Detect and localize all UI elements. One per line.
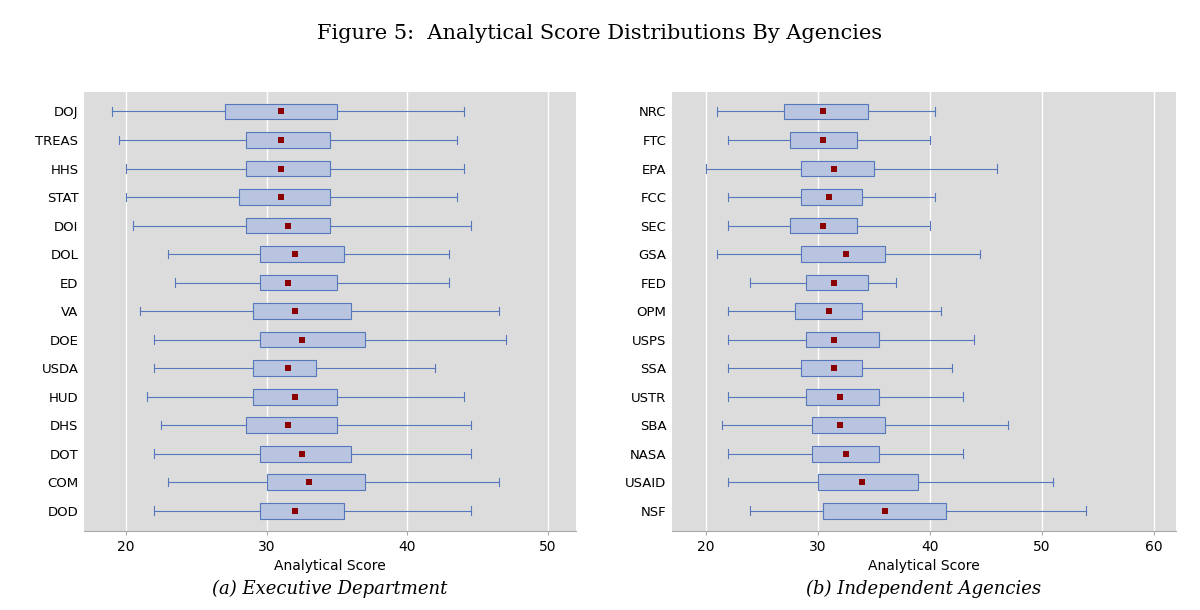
Bar	[790, 218, 857, 234]
Bar	[800, 361, 863, 376]
Bar	[259, 246, 344, 262]
Bar	[784, 104, 868, 120]
Text: Figure 5:  Analytical Score Distributions By Agencies: Figure 5: Analytical Score Distributions…	[318, 24, 882, 43]
Bar	[812, 417, 884, 433]
Bar	[253, 303, 352, 319]
Bar	[259, 332, 365, 348]
Bar	[239, 189, 330, 205]
X-axis label: Analytical Score: Analytical Score	[274, 559, 386, 573]
Bar	[800, 246, 884, 262]
Bar	[246, 218, 330, 234]
Bar	[259, 446, 352, 462]
Text: (b) Independent Agencies: (b) Independent Agencies	[806, 580, 1042, 598]
Bar	[253, 361, 316, 376]
Bar	[246, 132, 330, 148]
Bar	[259, 503, 344, 518]
Bar	[800, 189, 863, 205]
Bar	[806, 274, 868, 290]
Bar	[806, 389, 880, 404]
Bar	[796, 303, 863, 319]
Bar	[246, 417, 337, 433]
Bar	[224, 104, 337, 120]
Text: (a) Executive Department: (a) Executive Department	[212, 580, 448, 598]
Bar	[253, 389, 337, 404]
Bar	[817, 475, 918, 490]
X-axis label: Analytical Score: Analytical Score	[868, 559, 980, 573]
Bar	[790, 132, 857, 148]
Bar	[259, 274, 337, 290]
Bar	[823, 503, 947, 518]
Bar	[246, 160, 330, 176]
Bar	[806, 332, 880, 348]
Bar	[266, 475, 365, 490]
Bar	[812, 446, 880, 462]
Bar	[800, 160, 874, 176]
